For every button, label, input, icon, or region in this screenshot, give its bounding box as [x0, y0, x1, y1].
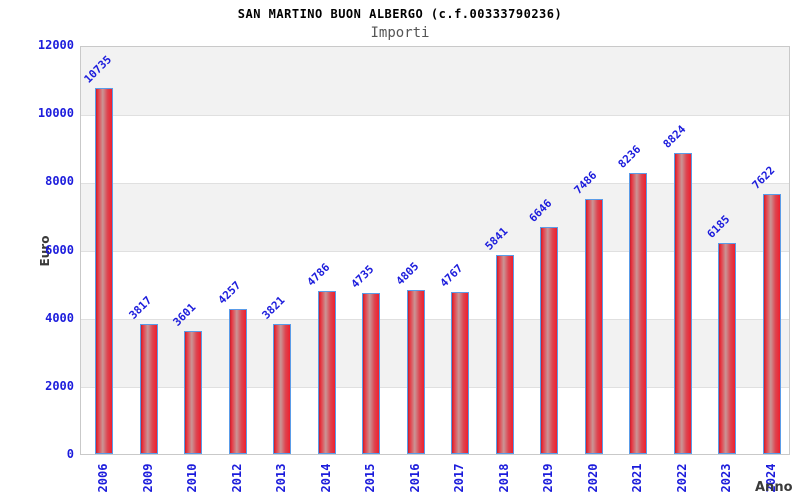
bar-2006	[95, 88, 113, 454]
bar-2012	[228, 308, 247, 454]
x-axis-title: Anno	[755, 480, 793, 495]
bar-value-label-2020: 7486	[571, 168, 599, 197]
x-tick-label-2022: 2022	[674, 463, 689, 493]
x-tick-label-2009: 2009	[140, 463, 155, 493]
x-tick-label-2012: 2012	[229, 463, 244, 493]
plot-area: 10735 3817 3601 4257 3821 4786 4735 4805 4767 584…	[80, 46, 790, 455]
bar-value-label-2006: 10735	[81, 53, 115, 86]
gridline-6000	[81, 251, 789, 252]
chart-title: SAN MARTINO BUON ALBERGO (c.f.0033379023…	[237, 7, 563, 21]
y-tick-label-10000: 10000	[37, 106, 74, 121]
bar-value-label-2023: 6185	[704, 212, 733, 241]
x-tick-label-2013: 2013	[274, 463, 288, 493]
gridline-2000	[81, 387, 789, 389]
bar-2020	[584, 198, 603, 454]
bar-2023	[718, 243, 736, 454]
bar-2021	[629, 173, 647, 454]
y-tick-label-12000: 12000	[37, 38, 74, 52]
bar-value-label-2021: 8236	[615, 143, 644, 171]
bar-2013	[273, 323, 291, 454]
bar-value-label-2014: 4786	[304, 260, 332, 289]
x-tick-label-2023: 2023	[719, 463, 733, 493]
bar-value-label-2018: 5841	[482, 224, 510, 253]
y-tick-label-8000: 8000	[45, 174, 74, 189]
bar-2017	[451, 291, 469, 454]
bar-value-label-2009: 3817	[126, 293, 154, 322]
gridline-8000	[81, 182, 789, 184]
bar-value-label-2010: 3601	[170, 301, 199, 329]
bar-2015	[362, 292, 380, 454]
bar-2010	[184, 331, 202, 454]
bar-value-label-2017: 4767	[437, 261, 466, 290]
bar-2024	[762, 194, 781, 454]
bar-value-label-2019: 6646	[526, 197, 555, 226]
bar-2022	[673, 153, 692, 454]
bar-2018	[495, 254, 514, 454]
chart-subtitle: Importi	[370, 25, 430, 41]
bar-2014	[317, 290, 336, 454]
x-tick-label-2016: 2016	[407, 463, 422, 493]
gridline-4000	[81, 319, 789, 321]
bar-2016	[406, 290, 425, 454]
x-tick-label-2017: 2017	[452, 463, 466, 493]
x-tick-label-2006: 2006	[96, 463, 110, 493]
x-tick-label-2015: 2015	[363, 463, 377, 493]
x-tick-label-2018: 2018	[496, 463, 511, 493]
x-tick-label-2021: 2021	[630, 463, 644, 493]
bar-2009	[139, 323, 158, 454]
y-tick-label-2000: 2000	[45, 378, 74, 393]
x-tick-label-2014: 2014	[318, 463, 333, 493]
gridline-10000	[81, 114, 789, 116]
bar-2019	[540, 227, 558, 454]
x-tick-label-2020: 2020	[585, 463, 600, 493]
y-tick-label-4000: 4000	[45, 310, 74, 325]
bar-value-label-2012: 4257	[215, 278, 243, 307]
y-tick-label-6000: 6000	[45, 242, 74, 257]
x-tick-label-2019: 2019	[541, 463, 555, 493]
y-tick-label-0: 0	[66, 447, 74, 461]
bar-value-label-2022: 8824	[660, 123, 688, 151]
bar-value-label-2013: 3821	[259, 293, 288, 322]
bar-value-label-2016: 4805	[393, 259, 421, 288]
bar-value-label-2024: 7622	[749, 163, 777, 192]
x-tick-label-2010: 2010	[185, 463, 199, 493]
bar-value-label-2015: 4735	[348, 262, 377, 291]
